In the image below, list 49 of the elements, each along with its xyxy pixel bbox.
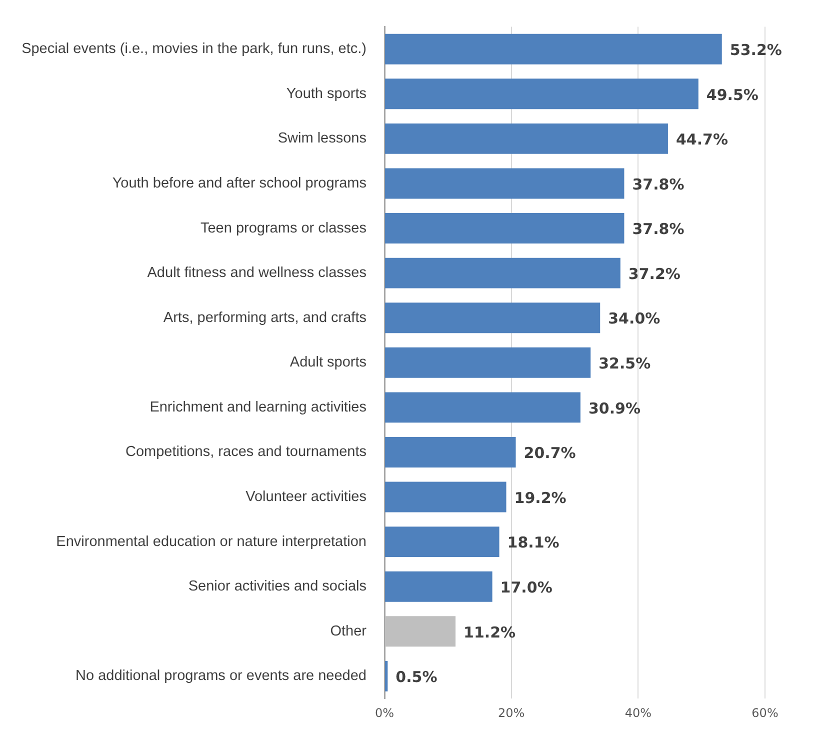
bar [385, 482, 506, 512]
data-label: 19.2% [514, 488, 566, 507]
bar [385, 616, 456, 647]
data-label: 0.5% [396, 668, 438, 686]
data-label: 17.0% [500, 578, 552, 597]
y-tick-label: Arts, performing arts, and crafts [163, 310, 366, 326]
bar [385, 123, 668, 154]
data-label: 53.2% [730, 40, 782, 59]
data-label: 11.2% [464, 623, 516, 642]
y-tick-label: Swim lessons [278, 130, 366, 147]
data-label: 37.2% [628, 264, 680, 283]
data-label: 18.1% [507, 534, 560, 552]
y-tick-label: Environmental education or nature interpretation [56, 534, 366, 550]
x-tick-label: 60% [752, 706, 778, 720]
y-tick-label: Volunteer activities [246, 489, 366, 506]
y-tick-label: Youth before and after school programs [112, 175, 366, 192]
data-label: 37.8% [632, 220, 684, 238]
bar [385, 660, 388, 692]
y-tick-label: Enrichment and learning activities [150, 399, 366, 416]
y-tick-label: Teen programs or classes [200, 220, 366, 236]
x-tick-label: 20% [498, 706, 525, 720]
bar [385, 437, 516, 468]
y-tick-label: No additional programs or events are needed [76, 668, 366, 684]
y-tick-label: Competitions, races and tournaments [126, 444, 366, 460]
y-tick-label: Youth sports [286, 86, 366, 102]
data-label: 44.7% [676, 130, 728, 149]
data-label: 30.9% [588, 399, 641, 418]
data-label: 49.5% [706, 86, 758, 104]
bar [385, 347, 591, 378]
y-tick-label: Adult fitness and wellness classes [147, 265, 366, 282]
bar [385, 526, 500, 558]
data-label: 32.5% [598, 354, 651, 373]
bar [385, 78, 698, 110]
bar [385, 34, 722, 64]
x-tick-label: 0% [374, 706, 394, 720]
y-tick-label: Other [330, 623, 367, 640]
bar [385, 213, 624, 244]
bar [385, 302, 600, 334]
bar [385, 258, 620, 288]
x-tick-label: 40% [624, 706, 652, 720]
data-label: 34.0% [608, 310, 660, 328]
bar [385, 392, 580, 423]
bar [385, 168, 624, 199]
data-label: 20.7% [524, 444, 576, 462]
y-tick-label: Special events (i.e., movies in the park, fun runs, etc.) [22, 41, 366, 58]
y-tick-label: Senior activities and socials [188, 578, 366, 595]
data-label: 37.8% [632, 175, 684, 194]
bar [385, 571, 492, 602]
y-tick-label: Adult sports [290, 354, 366, 371]
